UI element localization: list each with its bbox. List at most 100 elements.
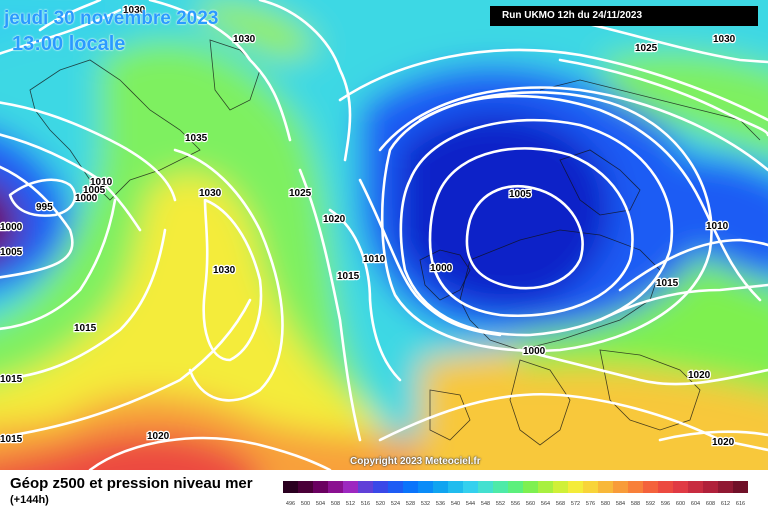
isobar-label: 1015: [0, 374, 23, 385]
legend-swatch: [568, 481, 583, 493]
legend-tick-label: 588: [631, 501, 640, 507]
legend-swatch: [388, 481, 403, 493]
legend-swatch: [418, 481, 433, 493]
copyright-notice: Copyright 2023 Meteociel.fr: [350, 456, 481, 467]
legend-swatch: [613, 481, 628, 493]
isobar-label: 1030: [123, 5, 146, 16]
legend-swatch: [658, 481, 673, 493]
legend-tick-label: 600: [676, 501, 685, 507]
legend-swatch: [583, 481, 598, 493]
color-scale-legend: 496 500 504 508 512 516 520 524 528 532 536 540 544 5…: [283, 481, 748, 507]
legend-swatch: [718, 481, 733, 493]
legend-tick-label: 604: [691, 501, 700, 507]
coastlines: [29, 39, 761, 446]
legend-swatch: [478, 481, 493, 493]
legend-tick-label: 592: [646, 501, 655, 507]
model-run-label: Run UKMO 12h du 24/11/2023: [490, 6, 758, 26]
legend-tick-label: 568: [556, 501, 565, 507]
legend-tick-label: 496: [286, 501, 295, 507]
legend-tick-label: 608: [706, 501, 715, 507]
isobar-label: 1030: [213, 265, 236, 276]
legend-swatch: [523, 481, 538, 493]
legend-swatch: [703, 481, 718, 493]
isobar-label: 1015: [337, 271, 360, 282]
legend-tick-label: 596: [661, 501, 670, 507]
legend-tick-label: 536: [436, 501, 445, 507]
legend-swatch: [643, 481, 658, 493]
legend-swatch: [433, 481, 448, 493]
legend-tick-label: 532: [421, 501, 430, 507]
legend-tick-label: 572: [571, 501, 580, 507]
forecast-time: 13:00 locale: [12, 33, 126, 55]
isobar-label: 1005: [83, 185, 106, 196]
isobar-label: 1015: [74, 323, 97, 334]
isobar-labels: 1030 1030 1025 1030 1035 1010 1005 1000 …: [0, 4, 737, 450]
legend-tick-label: 564: [541, 501, 550, 507]
isobar-label: 1000: [523, 346, 546, 357]
legend-tick-label: 560: [526, 501, 535, 507]
map-title: Géop z500 et pression niveau mer: [10, 475, 253, 492]
isobar-lines: [0, 0, 768, 470]
legend-tick-label: 544: [466, 501, 475, 507]
pressure-map: 1030 1030 1025 1030 1035 1010 1005 1000 …: [0, 0, 768, 470]
legend-swatch: [598, 481, 613, 493]
isobar-label: 1035: [185, 133, 208, 144]
legend-tick-label: 500: [301, 501, 310, 507]
isobar-label: 1015: [656, 278, 679, 289]
legend-swatch: [733, 481, 748, 493]
legend-swatch: [553, 481, 568, 493]
legend-swatch: [493, 481, 508, 493]
legend-tick-label: 540: [451, 501, 460, 507]
isobar-label: 1000: [75, 193, 98, 204]
isobar-label: 1020: [323, 214, 346, 225]
legend-tick-label: 528: [406, 501, 415, 507]
legend-swatch: [343, 481, 358, 493]
legend-swatch: [403, 481, 418, 493]
legend-swatch: [688, 481, 703, 493]
legend-swatch: [538, 481, 553, 493]
legend-swatch: [358, 481, 373, 493]
isobar-label: 1000: [0, 222, 23, 233]
legend-tick-label: 584: [616, 501, 625, 507]
isobar-label: 1025: [289, 188, 312, 199]
legend-tick-label: 524: [391, 501, 400, 507]
legend-tick-label: 552: [496, 501, 505, 507]
legend-swatch: [448, 481, 463, 493]
legend-tick-label: 504: [316, 501, 325, 507]
isobar-label: 1000: [430, 263, 453, 274]
legend-swatch: [463, 481, 478, 493]
isobar-label: 1010: [706, 221, 729, 232]
legend-tick-label: 516: [361, 501, 370, 507]
isobar-label: 1005: [0, 247, 23, 258]
isobar-label: 995: [36, 202, 53, 213]
isobar-label: 1020: [147, 431, 170, 442]
isobar-label: 1015: [0, 434, 23, 445]
isobar-label: 1030: [713, 34, 736, 45]
legend-tick-label: 556: [511, 501, 520, 507]
legend-swatch: [313, 481, 328, 493]
legend-tick-label: 616: [736, 501, 745, 507]
map-footer: Géop z500 et pression niveau mer (+144h)…: [0, 470, 768, 512]
legend-tick-label: 548: [481, 501, 490, 507]
isobar-label: 1010: [363, 254, 386, 265]
legend-tick-label: 612: [721, 501, 730, 507]
isobar-label: 1030: [233, 34, 256, 45]
forecast-date: jeudi 30 novembre 2023: [4, 8, 219, 29]
legend-swatch: [373, 481, 388, 493]
legend-swatch: [328, 481, 343, 493]
legend-swatch: [508, 481, 523, 493]
legend-swatch: [298, 481, 313, 493]
isobar-label: 1020: [712, 437, 735, 448]
legend-tick-label: 520: [376, 501, 385, 507]
forecast-lead-time: (+144h): [10, 494, 49, 506]
legend-tick-label: 512: [346, 501, 355, 507]
legend-tick-label: 508: [331, 501, 340, 507]
isobar-label: 1020: [688, 370, 711, 381]
isobar-label: 1030: [199, 188, 222, 199]
isobar-label: 1025: [635, 43, 658, 54]
legend-swatch: [673, 481, 688, 493]
legend-tick-label: 580: [601, 501, 610, 507]
isobar-label: 1010: [90, 177, 113, 188]
legend-tick-label: 576: [586, 501, 595, 507]
